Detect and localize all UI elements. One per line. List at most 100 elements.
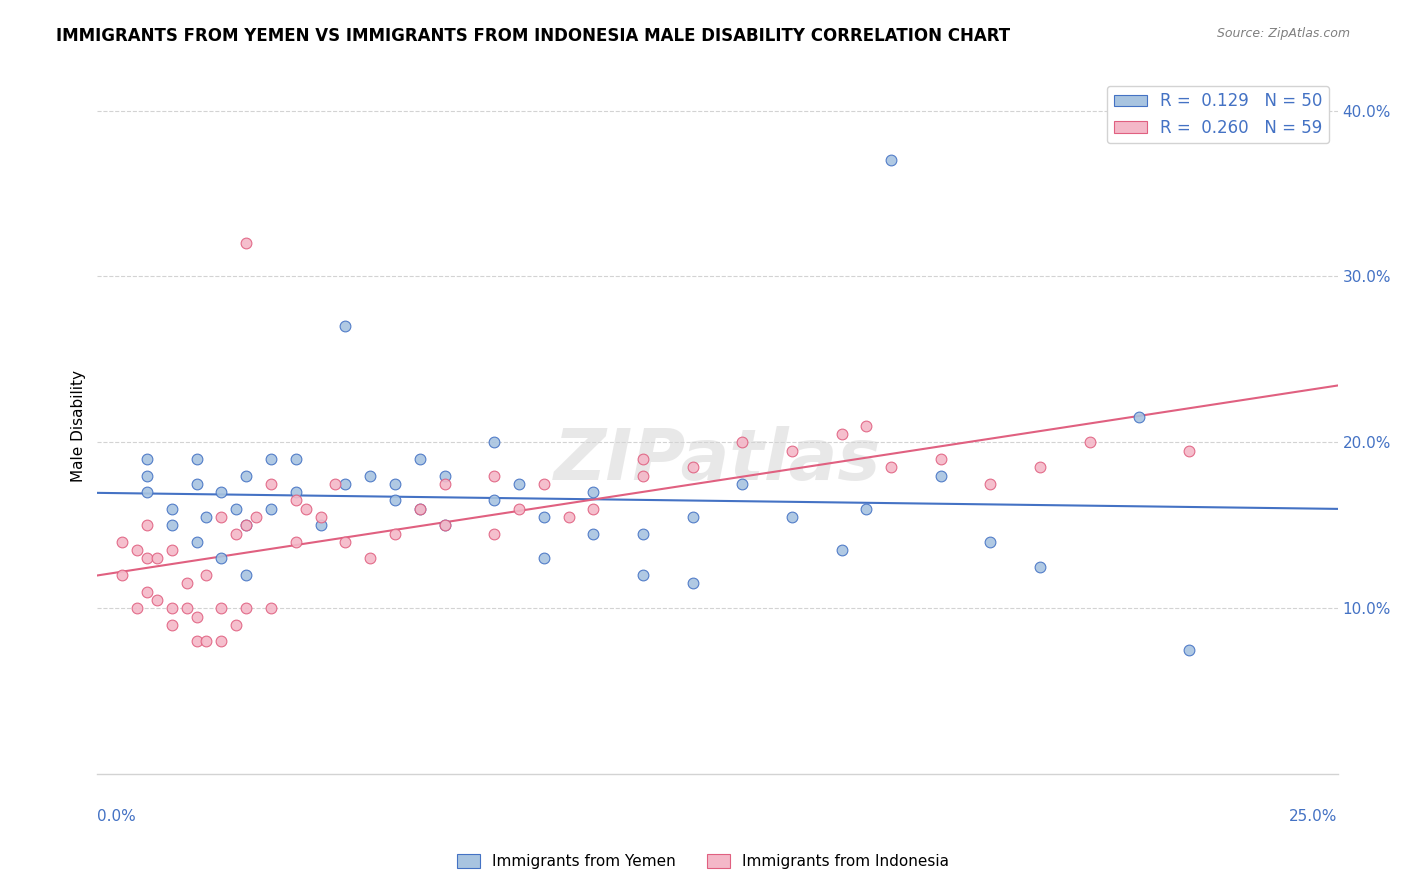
- Point: [384, 476, 406, 491]
- Point: [484, 493, 506, 508]
- Point: [682, 576, 704, 591]
- Point: [433, 468, 456, 483]
- Point: [209, 551, 232, 566]
- Point: [235, 236, 257, 251]
- Point: [880, 153, 903, 168]
- Point: [284, 452, 307, 467]
- Point: [284, 493, 307, 508]
- Point: [195, 568, 218, 582]
- Point: [245, 510, 267, 524]
- Point: [384, 493, 406, 508]
- Point: [831, 543, 853, 558]
- Point: [136, 452, 159, 467]
- Point: [136, 485, 159, 500]
- Point: [557, 510, 579, 524]
- Point: [325, 476, 347, 491]
- Point: [335, 476, 357, 491]
- Point: [533, 476, 555, 491]
- Point: [359, 551, 381, 566]
- Point: [433, 518, 456, 533]
- Text: Source: ZipAtlas.com: Source: ZipAtlas.com: [1216, 27, 1350, 40]
- Legend: R =  0.129   N = 50, R =  0.260   N = 59: R = 0.129 N = 50, R = 0.260 N = 59: [1107, 86, 1329, 144]
- Point: [309, 510, 332, 524]
- Point: [136, 551, 159, 566]
- Point: [235, 518, 257, 533]
- Point: [225, 526, 247, 541]
- Point: [186, 476, 208, 491]
- Point: [582, 485, 605, 500]
- Point: [533, 510, 555, 524]
- Point: [780, 510, 803, 524]
- Point: [582, 526, 605, 541]
- Point: [111, 535, 134, 549]
- Point: [176, 576, 198, 591]
- Point: [508, 501, 530, 516]
- Point: [235, 518, 257, 533]
- Point: [855, 501, 877, 516]
- Point: [929, 468, 952, 483]
- Point: [631, 568, 654, 582]
- Point: [176, 601, 198, 615]
- Point: [409, 501, 432, 516]
- Point: [260, 601, 283, 615]
- Point: [284, 535, 307, 549]
- Point: [780, 443, 803, 458]
- Point: [880, 460, 903, 475]
- Point: [160, 617, 183, 632]
- Point: [682, 460, 704, 475]
- Y-axis label: Male Disability: Male Disability: [72, 370, 86, 482]
- Point: [484, 468, 506, 483]
- Point: [309, 518, 332, 533]
- Point: [359, 468, 381, 483]
- Text: ZIPatlas: ZIPatlas: [554, 426, 882, 495]
- Point: [209, 485, 232, 500]
- Point: [186, 609, 208, 624]
- Point: [195, 634, 218, 648]
- Point: [484, 435, 506, 450]
- Text: 0.0%: 0.0%: [97, 809, 136, 824]
- Point: [209, 634, 232, 648]
- Point: [409, 452, 432, 467]
- Point: [186, 452, 208, 467]
- Point: [831, 427, 853, 442]
- Point: [855, 418, 877, 433]
- Point: [409, 501, 432, 516]
- Text: 25.0%: 25.0%: [1289, 809, 1337, 824]
- Point: [209, 510, 232, 524]
- Point: [631, 452, 654, 467]
- Point: [1178, 642, 1201, 657]
- Point: [125, 601, 148, 615]
- Point: [384, 526, 406, 541]
- Point: [160, 601, 183, 615]
- Point: [1078, 435, 1101, 450]
- Point: [929, 452, 952, 467]
- Point: [979, 476, 1001, 491]
- Point: [160, 501, 183, 516]
- Point: [335, 319, 357, 334]
- Point: [582, 501, 605, 516]
- Point: [433, 476, 456, 491]
- Point: [1029, 460, 1052, 475]
- Point: [335, 535, 357, 549]
- Point: [433, 518, 456, 533]
- Point: [225, 617, 247, 632]
- Point: [533, 551, 555, 566]
- Point: [484, 526, 506, 541]
- Point: [160, 543, 183, 558]
- Point: [186, 634, 208, 648]
- Text: IMMIGRANTS FROM YEMEN VS IMMIGRANTS FROM INDONESIA MALE DISABILITY CORRELATION C: IMMIGRANTS FROM YEMEN VS IMMIGRANTS FROM…: [56, 27, 1011, 45]
- Point: [508, 476, 530, 491]
- Point: [260, 501, 283, 516]
- Point: [136, 518, 159, 533]
- Point: [979, 535, 1001, 549]
- Point: [186, 535, 208, 549]
- Point: [682, 510, 704, 524]
- Point: [235, 568, 257, 582]
- Point: [209, 601, 232, 615]
- Point: [235, 601, 257, 615]
- Point: [731, 476, 754, 491]
- Point: [260, 452, 283, 467]
- Point: [1128, 410, 1150, 425]
- Point: [136, 468, 159, 483]
- Legend: Immigrants from Yemen, Immigrants from Indonesia: Immigrants from Yemen, Immigrants from I…: [451, 848, 955, 875]
